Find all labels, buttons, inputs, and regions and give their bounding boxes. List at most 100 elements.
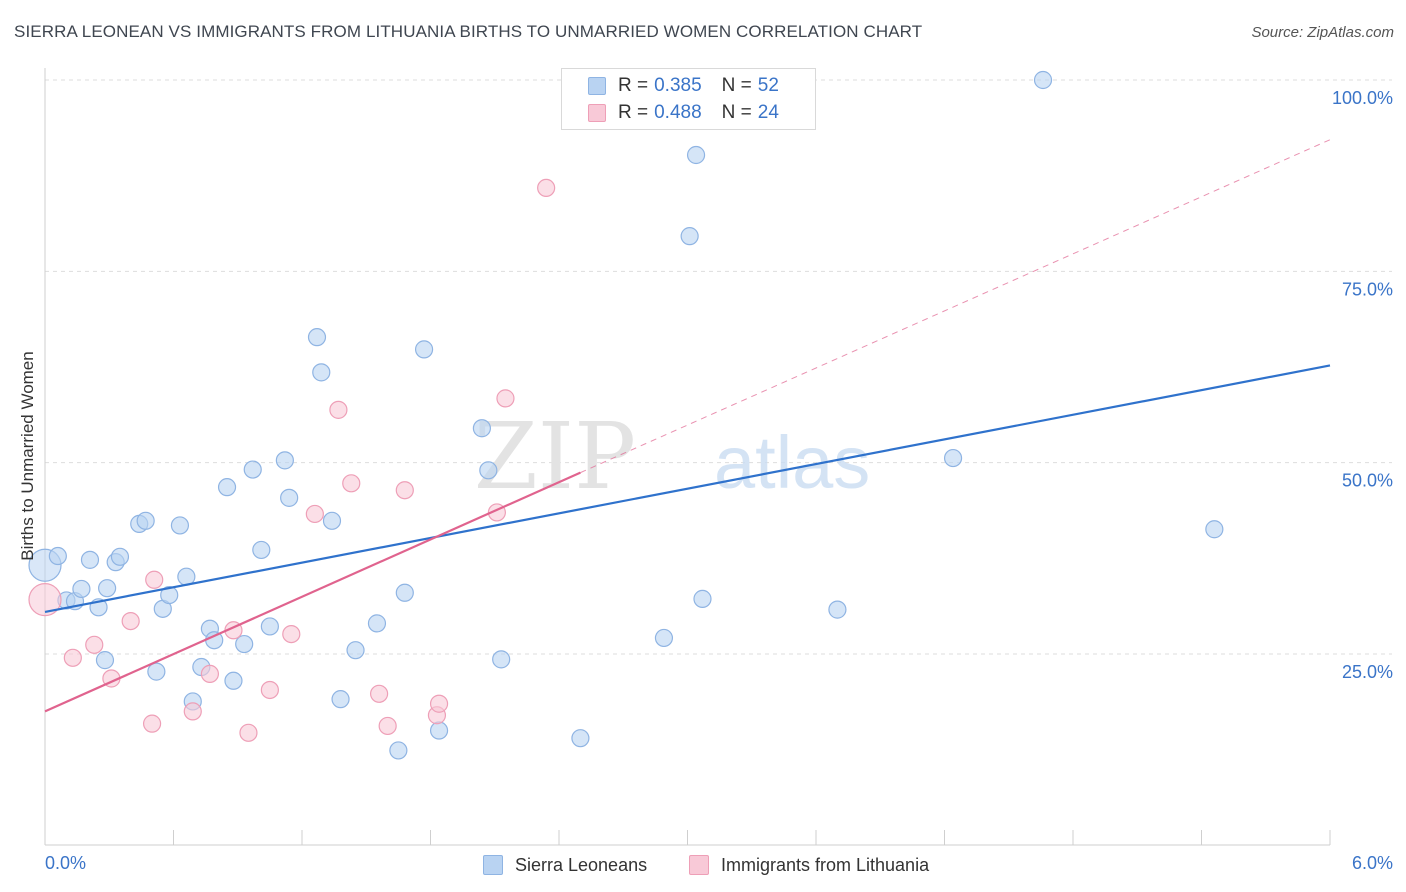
source-label: Source: ZipAtlas.com <box>1251 24 1394 41</box>
trend-line-sierra-leoneans <box>44 364 1331 613</box>
legend-row-pink: R = 0.488 N = 24 <box>588 100 779 126</box>
point-sierra-leonean <box>346 641 365 660</box>
legend-r-value: 0.385 <box>654 75 702 96</box>
point-sierra-leonean <box>243 460 262 479</box>
point-sierra-leonean <box>472 419 491 438</box>
legend-n-value: 24 <box>757 102 779 123</box>
point-lithuania <box>200 664 220 683</box>
point-sierra-leonean <box>136 511 155 530</box>
bottom-legend-swatch-pink <box>689 855 709 875</box>
point-sierra-leonean <box>147 662 166 681</box>
legend-n-label: N = <box>721 75 752 96</box>
legend-r-label: R = <box>618 102 649 123</box>
grid-lines <box>45 79 1392 655</box>
legend-row-blue: R = 0.385 N = 52 <box>588 73 779 99</box>
point-lithuania <box>121 611 140 631</box>
bottom-legend-label-pink: Immigrants from Lithuania <box>721 854 930 875</box>
point-sierra-leonean <box>693 589 712 608</box>
x-tick-labels: 0.0% 6.0% <box>45 853 1393 873</box>
point-sierra-leonean <box>828 600 847 619</box>
point-lithuania <box>342 474 361 493</box>
trend-extension-lithuania <box>580 139 1331 474</box>
point-sierra-leonean <box>479 461 498 480</box>
point-lithuania <box>305 504 324 524</box>
watermark: ZIP atlas <box>474 403 870 510</box>
bottom-legend-swatch-blue <box>483 855 503 875</box>
point-sierra-leonean <box>280 488 299 507</box>
y-tick-label: 75.0% <box>1342 279 1393 299</box>
watermark-zip: ZIP <box>474 403 636 510</box>
point-lithuania <box>145 570 164 589</box>
point-sierra-leonean <box>1205 520 1224 539</box>
y-tick-label: 50.0% <box>1342 471 1393 491</box>
point-sierra-leonean <box>95 651 115 670</box>
point-sierra-leonean <box>429 721 449 740</box>
y-tick-label: 25.0% <box>1342 662 1393 682</box>
point-sierra-leonean <box>414 340 434 359</box>
bottom-legend-label-blue: Sierra Leoneans <box>515 854 648 875</box>
y-tick-label: 100.0% <box>1332 88 1393 108</box>
legend-r-value: 0.488 <box>654 102 702 123</box>
point-sierra-leonean <box>72 579 91 599</box>
point-lithuania <box>282 625 301 644</box>
point-sierra-leonean <box>217 478 237 497</box>
trend-lines <box>44 139 1331 713</box>
point-lithuania <box>239 723 258 742</box>
point-sierra-leonean <box>389 741 408 760</box>
point-sierra-leonean <box>235 634 254 654</box>
point-lithuania <box>260 680 279 700</box>
watermark-atlas: atlas <box>714 421 870 504</box>
point-sierra-leonean <box>312 363 331 382</box>
y-tick-labels: 25.0% 50.0% 75.0% 100.0% <box>1332 88 1393 682</box>
point-sierra-leonean <box>275 451 294 470</box>
point-sierra-leonean <box>367 614 387 633</box>
point-sierra-leonean <box>331 690 350 709</box>
legend-swatch-blue <box>588 77 606 95</box>
point-lithuania <box>395 481 414 500</box>
point-lithuania <box>537 178 556 198</box>
point-lithuania <box>370 684 389 703</box>
point-sierra-leonean <box>160 585 179 605</box>
chart-title: SIERRA LEONEAN VS IMMIGRANTS FROM LITHUA… <box>14 22 923 41</box>
point-sierra-leonean <box>1033 70 1053 90</box>
legend-r-label: R = <box>618 75 649 96</box>
legend-swatch-pink <box>588 104 606 122</box>
point-lithuania <box>429 694 449 713</box>
point-sierra-leonean <box>170 516 190 535</box>
axes <box>44 68 1331 846</box>
point-lithuania <box>63 648 82 667</box>
trend-line-lithuania <box>44 471 581 713</box>
series-sierra-leoneans-points <box>28 70 1224 760</box>
x-tick-label: 6.0% <box>1352 853 1393 873</box>
point-sierra-leonean <box>686 145 706 165</box>
point-lithuania <box>142 714 162 733</box>
bottom-legend-pink: Immigrants from Lithuania <box>689 852 929 878</box>
y-axis-label: Births to Unmarried Women <box>18 351 37 560</box>
legend: R = 0.385 N = 52 R = 0.488 N = 24 <box>561 68 816 130</box>
point-lithuania <box>28 583 62 617</box>
point-lithuania <box>378 716 397 736</box>
point-sierra-leonean <box>654 628 674 648</box>
point-lithuania <box>183 702 202 721</box>
point-sierra-leonean <box>98 579 117 598</box>
point-sierra-leonean <box>260 617 279 636</box>
x-tick-label: 0.0% <box>45 853 86 873</box>
point-sierra-leonean <box>110 547 130 566</box>
point-sierra-leonean <box>252 540 271 560</box>
point-sierra-leonean <box>943 448 963 468</box>
legend-n-value: 52 <box>757 75 779 96</box>
point-sierra-leonean <box>492 650 511 669</box>
bottom-legend-blue: Sierra Leoneans <box>483 852 647 878</box>
legend-n-label: N = <box>721 102 752 123</box>
point-sierra-leonean <box>322 511 342 530</box>
point-sierra-leonean <box>395 583 414 602</box>
point-lithuania <box>496 389 515 408</box>
point-sierra-leonean <box>80 550 100 569</box>
point-lithuania <box>85 635 104 654</box>
point-lithuania <box>329 400 348 419</box>
point-sierra-leonean <box>307 328 327 347</box>
point-sierra-leonean <box>48 546 67 566</box>
point-sierra-leonean <box>224 671 243 690</box>
point-sierra-leonean <box>571 729 590 748</box>
